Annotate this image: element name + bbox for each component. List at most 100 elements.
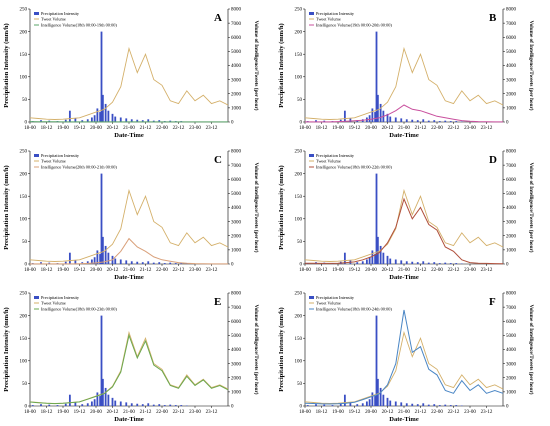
panel-label: D bbox=[489, 154, 497, 166]
y-right-tick-label: 4000 bbox=[231, 348, 242, 353]
precip-bar bbox=[379, 387, 382, 406]
y-right-tick-label: 5000 bbox=[506, 192, 517, 197]
precip-bar bbox=[411, 261, 414, 264]
y-right-tick-label: 4000 bbox=[506, 206, 517, 211]
precip-bar bbox=[104, 387, 107, 406]
precip-bar bbox=[130, 403, 133, 406]
x-tick-label: 19-12 bbox=[74, 126, 86, 131]
precip-bar bbox=[365, 401, 368, 406]
y-right-tick-label: 0 bbox=[231, 405, 234, 410]
precip-bar bbox=[107, 110, 110, 122]
y-right-tick-label: 2000 bbox=[231, 234, 242, 239]
x-tick-label: 23-00 bbox=[464, 268, 476, 273]
y-left-tick-label: 200 bbox=[20, 172, 28, 177]
precip-bar bbox=[371, 392, 374, 406]
precip-bar bbox=[343, 110, 346, 122]
x-tick-label: 20-12 bbox=[107, 126, 119, 131]
precip-bar bbox=[100, 315, 103, 406]
x-tick-label: 21-12 bbox=[140, 268, 152, 273]
precip-bar bbox=[99, 396, 102, 406]
y-right-tick-label: 5000 bbox=[231, 50, 242, 55]
legend-label-line: Intelligence Volume(19th 00:00-20th 00:0… bbox=[316, 23, 392, 28]
y-left-tick-label: 150 bbox=[20, 53, 28, 58]
x-tick-label: 18-12 bbox=[41, 410, 53, 415]
precip-bar bbox=[386, 255, 389, 264]
chart-svg: 0 50 100 150 200 250 0 1000 2000 3000 4000 5000 6000… bbox=[278, 150, 535, 281]
precip-bar bbox=[68, 394, 71, 406]
precip-bar bbox=[331, 405, 334, 406]
panel-label: C bbox=[214, 154, 222, 166]
y-right-tick-label: 8000 bbox=[506, 150, 517, 155]
y-right-tick-label: 8000 bbox=[506, 292, 517, 297]
y-right-tick-label: 1000 bbox=[506, 107, 517, 112]
precip-bar bbox=[444, 120, 447, 122]
x-tick-label: 19-00 bbox=[57, 268, 69, 273]
legend-label-precip: Precipitation Intensity bbox=[316, 295, 355, 300]
y-axis-right-label: Volume of Intelligence/Tweets (per hour) bbox=[528, 304, 535, 394]
precip-bar bbox=[405, 119, 408, 122]
x-tick-label: 20-00 bbox=[90, 126, 102, 131]
y-axis-left-label: Precipitation Intensity (mm/h) bbox=[278, 23, 285, 107]
precip-bar bbox=[455, 121, 458, 122]
precip-bar bbox=[427, 404, 430, 406]
precip-bar bbox=[394, 401, 397, 406]
precip-bar bbox=[315, 120, 317, 122]
precip-bar bbox=[356, 404, 359, 406]
y-right-tick-label: 7000 bbox=[506, 164, 517, 169]
x-tick-label: 21-00 bbox=[123, 126, 135, 131]
y-right-tick-label: 5000 bbox=[506, 50, 517, 55]
x-tick-label: 18-00 bbox=[299, 268, 311, 273]
x-tick-label: 20-00 bbox=[365, 410, 377, 415]
precip-bar bbox=[394, 117, 397, 122]
legend-label-line: Tweet Volume bbox=[316, 17, 341, 22]
precip-bar bbox=[449, 121, 452, 122]
precip-bar bbox=[40, 262, 42, 264]
legend-swatch-precip bbox=[309, 154, 314, 157]
precip-bar bbox=[93, 257, 96, 264]
tweet-volume-line bbox=[304, 330, 504, 404]
precip-bar bbox=[400, 118, 403, 122]
precip-bar bbox=[119, 401, 122, 406]
precip-bar bbox=[371, 108, 374, 122]
x-tick-label: 22-12 bbox=[448, 410, 460, 415]
precip-bar bbox=[449, 405, 452, 406]
precip-bar bbox=[368, 399, 371, 406]
x-tick-label: 22-00 bbox=[431, 410, 443, 415]
y-left-tick-label: 50 bbox=[297, 240, 303, 245]
x-tick-label: 22-12 bbox=[448, 126, 460, 131]
y-left-tick-label: 100 bbox=[20, 218, 28, 223]
precip-bar bbox=[114, 116, 117, 122]
panel-label: E bbox=[214, 296, 221, 308]
y-left-tick-label: 0 bbox=[300, 405, 303, 410]
x-tick-label: 18-12 bbox=[316, 410, 328, 415]
x-axis-label: Date-Time bbox=[389, 274, 419, 281]
x-tick-label: 23-00 bbox=[189, 126, 201, 131]
precip-bar bbox=[180, 405, 183, 406]
legend-label-line: Tweet Volume bbox=[41, 17, 66, 22]
precip-bar bbox=[90, 117, 93, 122]
x-tick-label: 19-12 bbox=[74, 410, 86, 415]
precip-bar bbox=[422, 119, 425, 122]
precip-bar bbox=[93, 115, 96, 122]
precip-bar bbox=[386, 397, 389, 406]
precip-bar bbox=[422, 403, 425, 406]
x-tick-label: 19-00 bbox=[332, 126, 344, 131]
y-axis-right-label: Volume of Intelligence/Tweets (per hour) bbox=[253, 20, 260, 110]
precip-bar bbox=[368, 115, 371, 122]
y-axis-left-label: Precipitation Intensity (mm/h) bbox=[3, 165, 10, 249]
y-left-tick-label: 100 bbox=[295, 360, 303, 365]
x-tick-label: 19-12 bbox=[349, 410, 361, 415]
y-right-tick-label: 3000 bbox=[231, 220, 242, 225]
y-right-tick-label: 7000 bbox=[506, 306, 517, 311]
x-tick-label: 22-00 bbox=[431, 126, 443, 131]
precip-bar bbox=[444, 404, 447, 406]
precip-bar bbox=[343, 394, 346, 406]
y-right-tick-label: 1000 bbox=[506, 249, 517, 254]
x-tick-label: 23-00 bbox=[189, 410, 201, 415]
precip-bar bbox=[416, 262, 419, 264]
precip-bar bbox=[104, 103, 107, 122]
precip-bar bbox=[394, 259, 397, 264]
precip-bar bbox=[433, 262, 436, 264]
x-tick-label: 18-00 bbox=[299, 126, 311, 131]
legend-label-line: Intelligence Volume(18th 00:00-19th 00:0… bbox=[41, 23, 117, 28]
